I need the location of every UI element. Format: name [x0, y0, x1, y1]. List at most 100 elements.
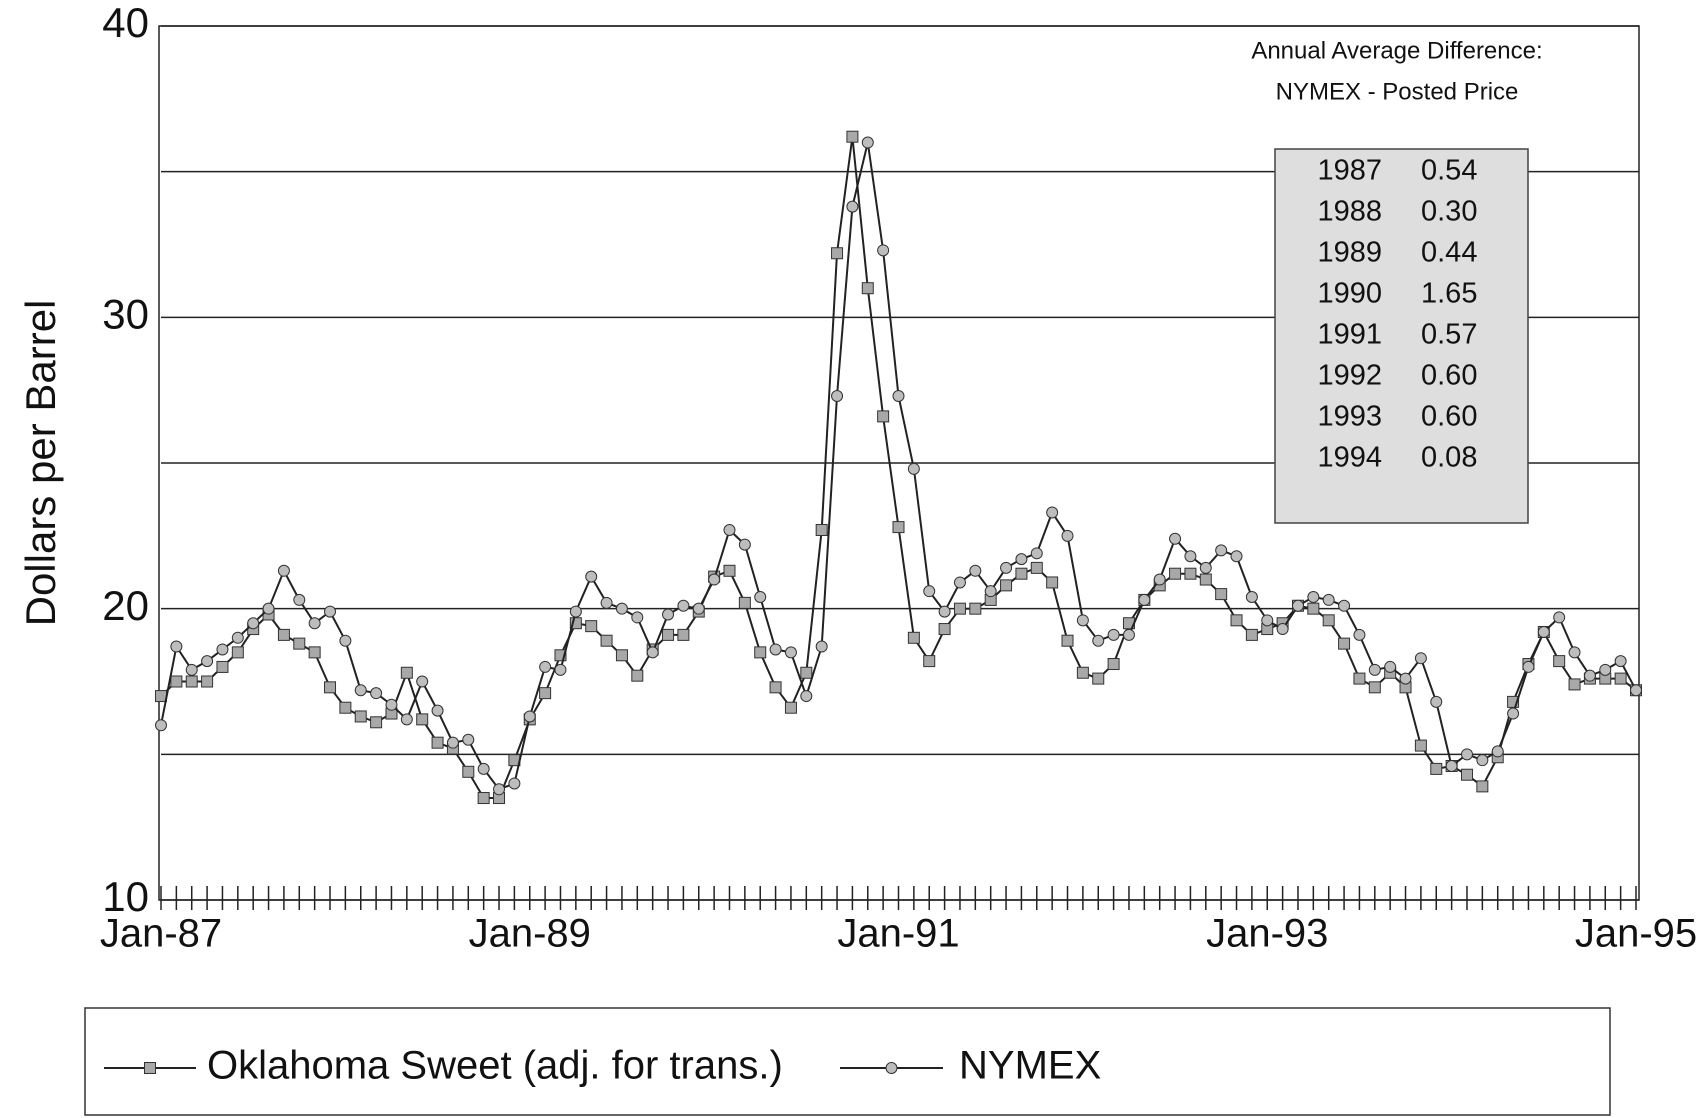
marker	[1353, 628, 1366, 641]
legend-label: NYMEX	[959, 1044, 1101, 1088]
legend-box	[84, 1007, 1611, 1116]
marker	[938, 605, 951, 618]
marker	[1568, 678, 1581, 691]
annotation-year: 1990	[1317, 278, 1382, 310]
marker	[877, 410, 890, 423]
marker	[354, 710, 367, 723]
annotation-year: 1991	[1317, 319, 1382, 351]
legend-label: Oklahoma Sweet (adj. for trans.)	[207, 1044, 783, 1088]
marker	[892, 521, 905, 534]
marker	[1061, 529, 1074, 542]
annotation-value: 0.08	[1421, 442, 1477, 474]
marker	[1307, 591, 1320, 604]
marker	[784, 701, 797, 714]
marker	[1507, 695, 1520, 708]
marker	[1215, 544, 1228, 557]
marker	[185, 663, 198, 676]
marker	[554, 663, 567, 676]
marker	[1368, 681, 1381, 694]
marker	[1046, 506, 1059, 519]
x-tick-label: Jan-87	[100, 912, 222, 956]
annotation-value: 0.30	[1421, 196, 1477, 228]
y-tick-label: 40	[102, 0, 149, 46]
marker	[339, 701, 352, 714]
marker	[216, 643, 229, 656]
marker	[953, 576, 966, 589]
marker	[1000, 579, 1013, 592]
marker	[277, 564, 290, 577]
marker	[1076, 666, 1089, 679]
marker	[1583, 669, 1596, 682]
annotation-year: 1993	[1317, 401, 1382, 433]
marker	[400, 666, 413, 679]
marker	[1491, 745, 1504, 758]
marker	[1107, 658, 1120, 671]
marker	[723, 564, 736, 577]
marker	[723, 524, 736, 537]
marker	[1015, 567, 1028, 580]
marker	[539, 687, 552, 700]
marker	[554, 649, 567, 662]
marker	[1476, 780, 1489, 793]
marker	[354, 684, 367, 697]
marker	[324, 681, 337, 694]
marker	[1460, 748, 1473, 761]
marker	[1169, 532, 1182, 545]
marker	[846, 200, 859, 213]
marker	[800, 666, 813, 679]
marker	[938, 623, 951, 636]
marker	[1092, 672, 1105, 685]
marker	[907, 462, 920, 475]
annotation-year: 1987	[1317, 155, 1382, 187]
marker	[1307, 602, 1320, 615]
marker	[1199, 561, 1212, 574]
marker	[144, 1062, 156, 1074]
marker	[1460, 768, 1473, 781]
marker	[1399, 672, 1412, 685]
marker	[692, 602, 705, 615]
annotation-year: 1992	[1317, 360, 1382, 392]
x-tick-label: Jan-93	[1206, 912, 1328, 956]
marker	[1153, 573, 1166, 586]
marker	[1414, 652, 1427, 665]
marker	[416, 713, 429, 726]
marker	[1414, 739, 1427, 752]
marker	[1630, 684, 1642, 697]
marker	[1568, 646, 1581, 659]
annotation-value: 0.44	[1421, 237, 1477, 269]
marker	[800, 690, 813, 703]
marker	[1553, 655, 1566, 668]
marker	[1107, 628, 1120, 641]
marker	[831, 247, 844, 260]
marker	[1507, 707, 1520, 720]
annotation-year: 1989	[1317, 237, 1382, 269]
marker	[201, 675, 214, 688]
x-tick-label: Jan-95	[1575, 912, 1697, 956]
marker	[1614, 655, 1627, 668]
marker	[1430, 695, 1443, 708]
marker	[462, 733, 475, 746]
marker	[1245, 591, 1258, 604]
marker	[231, 646, 244, 659]
marker	[1614, 672, 1627, 685]
marker	[508, 777, 521, 790]
y-tick-label: 20	[102, 582, 149, 629]
marker	[1291, 599, 1304, 612]
marker	[1384, 660, 1397, 673]
marker	[1122, 628, 1135, 641]
marker	[324, 605, 337, 618]
annotation-year: 1988	[1317, 196, 1382, 228]
marker	[846, 130, 859, 143]
marker	[1030, 547, 1043, 560]
marker	[523, 710, 536, 723]
marker	[1138, 593, 1151, 606]
marker	[170, 640, 183, 653]
x-tick-label: Jan-89	[469, 912, 591, 956]
annotation-title: NYMEX - Posted Price	[1276, 78, 1519, 105]
marker	[892, 389, 905, 402]
marker	[1368, 663, 1381, 676]
marker	[493, 783, 506, 796]
marker	[600, 634, 613, 647]
marker	[923, 655, 936, 668]
